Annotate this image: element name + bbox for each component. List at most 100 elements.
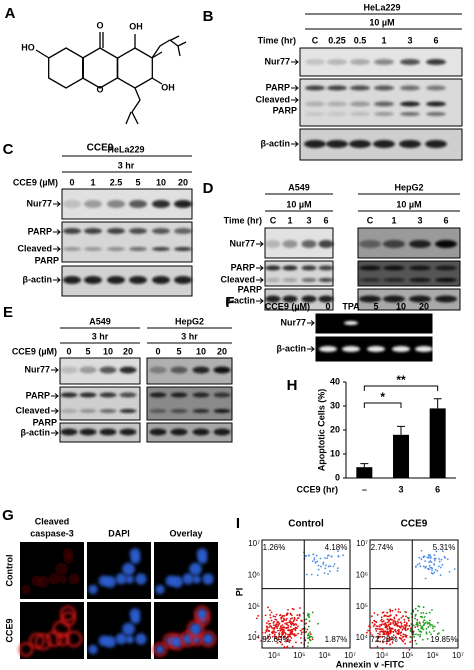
event	[394, 623, 397, 625]
band	[435, 240, 457, 248]
event	[320, 565, 322, 568]
band	[350, 59, 370, 65]
lane-label: 5	[135, 177, 140, 187]
band	[63, 200, 81, 208]
nucleus	[155, 644, 165, 655]
y-tick-label: 10⁵	[248, 602, 260, 611]
band	[383, 265, 405, 271]
band	[359, 295, 381, 303]
band	[326, 140, 348, 148]
caspase-signal	[152, 642, 168, 657]
event	[448, 570, 451, 573]
event	[285, 640, 288, 643]
event	[423, 624, 425, 626]
event	[395, 614, 398, 616]
event	[433, 559, 436, 562]
event	[379, 640, 381, 643]
event	[401, 625, 404, 628]
event	[425, 627, 428, 630]
band	[213, 409, 231, 413]
arrow	[291, 59, 299, 65]
event	[418, 621, 421, 624]
band	[350, 85, 370, 91]
event	[386, 637, 388, 640]
band	[373, 140, 395, 148]
label: HepG2	[394, 182, 423, 192]
event	[370, 615, 373, 618]
band	[435, 265, 457, 271]
band	[304, 140, 326, 148]
event	[428, 561, 430, 564]
y-tick-label: 10⁷	[248, 539, 260, 548]
event	[376, 645, 379, 648]
lane-label: 1	[90, 177, 95, 187]
event	[397, 621, 400, 624]
lane-label: 20	[123, 346, 133, 356]
event	[428, 555, 431, 558]
event	[337, 554, 340, 557]
band	[265, 265, 281, 271]
event	[433, 554, 436, 556]
event	[398, 618, 400, 621]
band	[192, 366, 210, 374]
caspase-signal	[186, 620, 205, 638]
label: CCE9 (µM)	[265, 301, 310, 311]
band	[107, 228, 125, 234]
event	[285, 612, 288, 615]
band	[192, 409, 210, 413]
event	[400, 616, 403, 619]
event	[387, 619, 390, 621]
event	[414, 607, 417, 610]
event	[278, 622, 281, 625]
event	[284, 635, 286, 637]
column-header: Cleaved	[35, 516, 70, 526]
event	[372, 625, 375, 628]
band	[400, 85, 420, 91]
event	[309, 633, 312, 636]
lane-label: 20	[178, 177, 188, 187]
event	[377, 625, 379, 628]
band	[301, 265, 317, 271]
event	[429, 557, 432, 559]
event	[386, 634, 389, 637]
event	[379, 624, 382, 626]
event	[397, 633, 399, 636]
nucleus	[196, 548, 208, 559]
band	[213, 366, 231, 374]
quadrant-value: 72.28%	[370, 635, 397, 644]
arrow	[53, 277, 61, 283]
event	[405, 636, 408, 638]
event	[272, 615, 275, 618]
event	[268, 623, 270, 625]
event	[419, 565, 422, 568]
event	[389, 643, 392, 646]
blot	[59, 386, 141, 421]
background-signal	[55, 562, 68, 576]
event	[293, 633, 296, 636]
event	[277, 629, 279, 632]
event	[313, 557, 316, 559]
event	[309, 636, 311, 638]
event	[306, 634, 309, 637]
nucleus	[115, 633, 127, 645]
row-label: β-actin	[226, 295, 256, 305]
lane-label: 3	[306, 215, 311, 225]
event	[391, 619, 394, 621]
event	[293, 616, 296, 619]
band	[425, 140, 447, 148]
event	[296, 617, 299, 620]
event	[282, 628, 285, 631]
band	[409, 295, 431, 303]
row-label: β-actin	[23, 274, 53, 284]
bracket	[363, 385, 439, 391]
event	[403, 621, 406, 624]
nucleus	[125, 575, 134, 584]
event	[270, 626, 273, 629]
event	[381, 620, 384, 623]
event	[407, 627, 410, 630]
event	[286, 636, 289, 639]
band	[400, 59, 420, 65]
band	[192, 392, 210, 398]
y-tick-label: 20	[330, 424, 340, 434]
background-signal	[48, 573, 60, 585]
